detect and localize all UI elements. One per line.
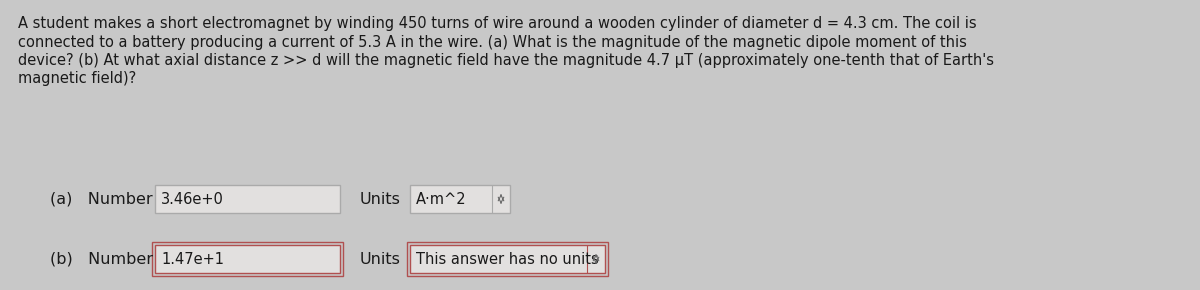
Text: Units: Units bbox=[360, 251, 401, 267]
Text: This answer has no units: This answer has no units bbox=[416, 251, 599, 267]
Bar bbox=[410, 185, 510, 213]
Bar bbox=[155, 185, 340, 213]
Bar bbox=[152, 242, 343, 276]
Text: magnetic field)?: magnetic field)? bbox=[18, 72, 137, 86]
Text: 3.46e+0: 3.46e+0 bbox=[161, 191, 224, 206]
Text: 1.47e+1: 1.47e+1 bbox=[161, 251, 224, 267]
Text: Units: Units bbox=[360, 191, 401, 206]
Text: (b)   Number: (b) Number bbox=[50, 251, 154, 267]
Text: device? (b) At what axial distance z >> d will the magnetic field have the magni: device? (b) At what axial distance z >> … bbox=[18, 53, 994, 68]
Text: (a)   Number: (a) Number bbox=[50, 191, 152, 206]
Bar bbox=[155, 245, 340, 273]
Text: A student makes a short electromagnet by winding 450 turns of wire around a wood: A student makes a short electromagnet by… bbox=[18, 16, 977, 31]
Bar bbox=[410, 245, 605, 273]
Text: A·m^2: A·m^2 bbox=[416, 191, 467, 206]
Text: connected to a battery producing a current of 5.3 A in the wire. (a) What is the: connected to a battery producing a curre… bbox=[18, 35, 967, 50]
Bar bbox=[407, 242, 608, 276]
